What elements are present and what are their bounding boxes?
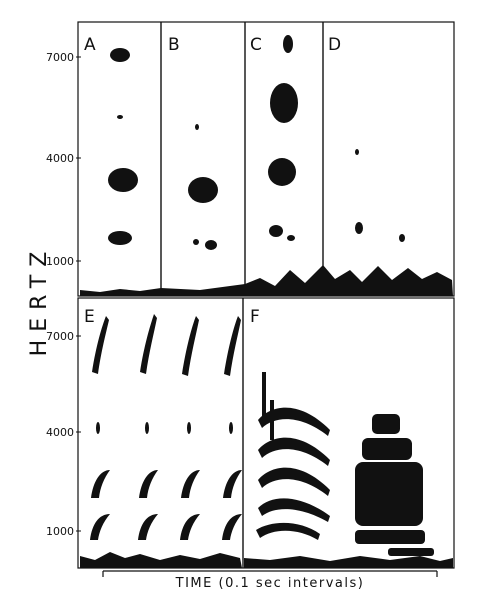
syllable-mark <box>90 514 110 540</box>
syllable-mark <box>362 438 412 460</box>
y-axis-title: HERTZ <box>27 244 52 357</box>
syllable-mark <box>283 35 293 53</box>
syllable-mark <box>229 422 233 434</box>
syllable-mark <box>180 514 200 540</box>
syllable-mark <box>256 522 320 540</box>
y-tick-label: 4000 <box>46 426 74 439</box>
panel-c-marks <box>268 35 298 241</box>
syllable-mark <box>187 422 191 434</box>
syllable-mark <box>145 422 149 434</box>
top-panel-frame <box>77 21 455 297</box>
noise-band-e <box>80 552 242 568</box>
syllable-mark <box>205 240 217 250</box>
syllable-mark <box>91 470 110 498</box>
panel-label-f: F <box>250 307 260 327</box>
syllable-mark <box>108 231 132 245</box>
syllable-mark <box>258 407 330 436</box>
y-ticks-bottom: 7000 4000 1000 <box>46 330 81 538</box>
syllable-mark <box>372 414 400 434</box>
syllable-mark <box>140 314 157 374</box>
syllable-mark <box>399 234 405 242</box>
noise-band-top <box>80 265 453 296</box>
syllable-mark <box>181 470 200 498</box>
syllable-mark <box>355 462 423 526</box>
y-tick-label: 7000 <box>46 330 74 343</box>
panel-label-a: A <box>84 35 96 55</box>
panel-label-c: C <box>250 35 262 55</box>
syllable-mark <box>224 316 241 376</box>
panel-a-marks <box>108 48 138 245</box>
panel-b-marks <box>188 124 218 250</box>
syllable-mark <box>270 400 274 440</box>
panel-label-b: B <box>168 35 180 55</box>
y-tick-label: 4000 <box>46 152 74 165</box>
y-tick-label: 1000 <box>46 525 74 538</box>
syllable-mark <box>117 115 123 119</box>
syllable-mark <box>269 225 283 237</box>
panel-label-e: E <box>84 307 95 327</box>
y-tick-label: 7000 <box>46 51 74 64</box>
panel-e-marks <box>90 314 242 540</box>
time-axis-bracket <box>102 570 438 577</box>
syllable-mark <box>108 168 138 192</box>
panel-d-marks <box>355 149 405 242</box>
syllable-mark <box>193 239 199 245</box>
syllable-mark <box>355 149 359 155</box>
spectrogram-marks <box>80 35 453 568</box>
syllable-mark <box>223 470 242 498</box>
syllable-mark <box>258 467 330 496</box>
syllable-mark <box>262 372 266 420</box>
syllable-mark <box>222 514 242 540</box>
syllable-mark <box>268 158 296 186</box>
syllable-mark <box>258 437 330 466</box>
panel-label-d: D <box>328 35 341 55</box>
syllable-mark <box>258 498 330 522</box>
syllable-mark <box>270 83 298 123</box>
syllable-mark <box>188 177 218 203</box>
syllable-mark <box>182 316 199 376</box>
syllable-mark <box>92 316 109 374</box>
x-axis-title: TIME (0.1 sec intervals) <box>175 576 365 591</box>
syllable-mark <box>287 235 295 241</box>
syllable-mark <box>96 422 100 434</box>
syllable-mark <box>139 470 158 498</box>
noise-band-f <box>244 556 453 568</box>
syllable-mark <box>138 514 158 540</box>
syllable-mark <box>355 222 363 234</box>
syllable-mark <box>110 48 130 62</box>
syllable-mark <box>355 530 425 544</box>
y-ticks-top: 7000 4000 1000 <box>46 51 81 268</box>
syllable-mark <box>195 124 199 130</box>
y-tick-label: 1000 <box>46 255 74 268</box>
panel-f-marks <box>256 372 434 556</box>
syllable-mark <box>388 548 434 556</box>
